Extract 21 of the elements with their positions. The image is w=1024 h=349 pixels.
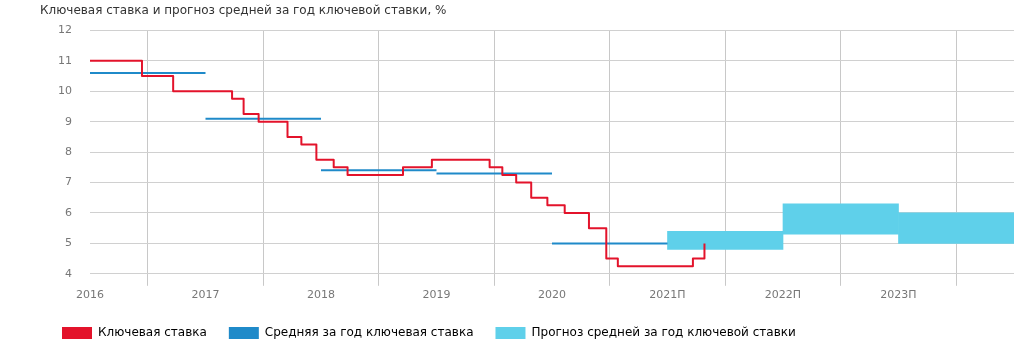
y-tick-label: 10 bbox=[58, 84, 72, 98]
chart-title: Ключевая ставка и прогноз средней за год ключевой ставки, % bbox=[40, 3, 447, 18]
x-tick-label: 2019 bbox=[422, 288, 451, 302]
legend-label: Прогноз средней за год ключевой ставки bbox=[531, 325, 796, 340]
y-tick-label: 4 bbox=[65, 266, 72, 280]
x-tick-label: 2018 bbox=[307, 288, 335, 302]
x-tick-label: 2023П bbox=[880, 288, 917, 302]
y-tick-label: 9 bbox=[65, 114, 72, 128]
legend-label: Ключевая ставка bbox=[98, 325, 207, 340]
x-tick-label: 2021П bbox=[649, 288, 686, 302]
x-tick-label: 2016 bbox=[76, 288, 104, 302]
x-tick-label: 2022П bbox=[764, 288, 802, 302]
y-tick-label: 7 bbox=[65, 175, 72, 189]
y-tick-label: 8 bbox=[65, 144, 72, 158]
y-tick-label: 6 bbox=[65, 205, 72, 219]
legend-label: Средняя за год ключевая ставка bbox=[264, 325, 474, 340]
y-tick-label: 5 bbox=[65, 236, 72, 250]
y-tick-label: 11 bbox=[58, 53, 72, 67]
x-tick-label: 2017 bbox=[191, 288, 220, 302]
y-tick-label: 12 bbox=[58, 23, 72, 37]
x-tick-label: 2020 bbox=[538, 288, 566, 302]
